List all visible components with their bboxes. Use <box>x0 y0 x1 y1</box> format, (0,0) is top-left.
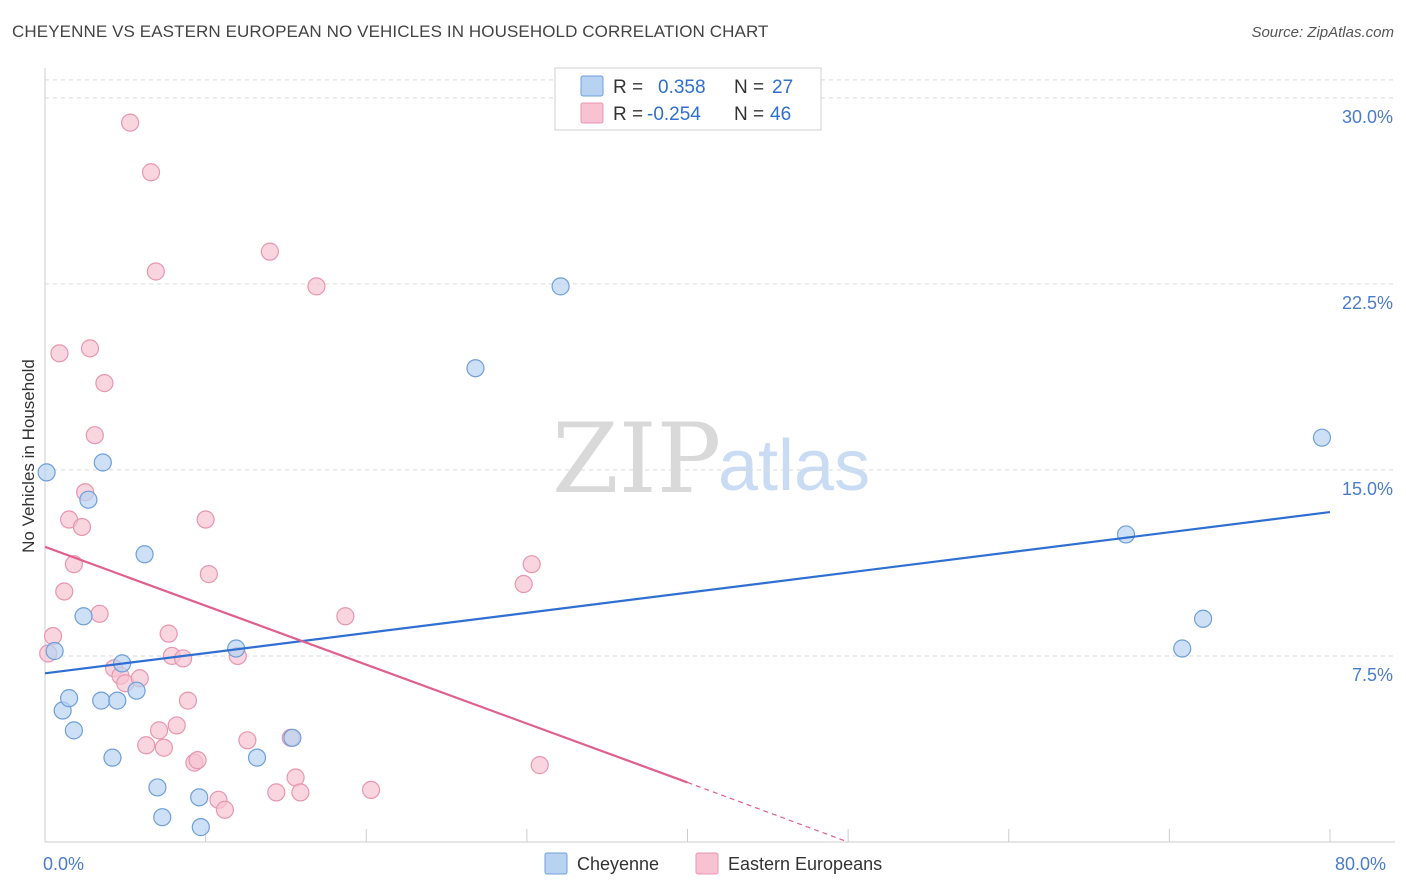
correlation-legend: R = 0.358 N = 27 R = -0.254 N = 46 <box>554 67 822 131</box>
x-tick-label-min: 0.0% <box>43 854 84 874</box>
eastern-europeans-point <box>336 607 355 626</box>
cheyenne-point <box>191 818 210 837</box>
cheyenne-point <box>59 689 79 708</box>
cheyenne-point <box>74 607 93 626</box>
cheyenne-point <box>135 545 154 564</box>
cheyenne-point <box>108 691 127 710</box>
legend-swatch-cheyenne <box>580 75 604 97</box>
eastern-europeans-point <box>85 426 104 445</box>
watermark-zip: ZIP <box>552 403 721 515</box>
eastern-europeans-point <box>72 517 92 537</box>
eastern-europeans-point <box>141 163 161 182</box>
eastern-europeans-point <box>514 574 533 594</box>
trendlines <box>44 510 1331 843</box>
y-tick-label: 30.0% <box>1342 107 1393 127</box>
legend-r-value-1: 0.358 <box>658 77 706 98</box>
eastern-europeans-point <box>50 344 69 363</box>
y-tick-label: 15.0% <box>1342 479 1393 499</box>
eastern-europeans-point <box>178 691 198 710</box>
series-legend-label-cheyenne: Cheyenne <box>577 854 659 874</box>
cheyenne-point <box>466 359 485 378</box>
eastern-europeans-point <box>55 582 74 601</box>
y-tick-label: 22.5% <box>1342 293 1393 313</box>
eastern-europeans-point <box>146 262 165 281</box>
eastern-europeans-point <box>90 604 109 623</box>
eastern-europeans-point <box>196 510 215 529</box>
eastern-europeans-point <box>215 800 234 819</box>
eastern-europeans-point <box>149 721 169 740</box>
cheyenne-point <box>551 277 570 296</box>
cheyenne-point <box>103 748 122 767</box>
eastern-europeans-point <box>267 783 286 802</box>
cheyenne-point <box>45 641 64 661</box>
cheyenne-point <box>1312 428 1332 447</box>
series-legend: Cheyenne Eastern Europeans <box>544 852 882 875</box>
eastern-europeans-trendline <box>44 545 688 784</box>
axes <box>44 68 1395 843</box>
eastern-europeans-point <box>159 624 178 643</box>
eastern-europeans-point <box>260 242 279 261</box>
eastern-europeans-point <box>361 780 381 800</box>
legend-n-label-1: N = <box>734 77 764 98</box>
cheyenne-point <box>153 808 172 827</box>
cheyenne-point <box>79 490 98 509</box>
x-tick-marks <box>205 829 1331 842</box>
eastern-europeans-point <box>238 731 257 750</box>
legend-n-label-2: N = <box>734 104 764 125</box>
chart-title: CHEYENNE VS EASTERN EUROPEAN NO VEHICLES… <box>12 22 769 41</box>
legend-n-value-2: 46 <box>770 104 791 125</box>
eastern-europeans-point <box>154 738 173 757</box>
eastern-europeans-point <box>80 339 100 358</box>
cheyenne-point <box>37 463 56 482</box>
series-legend-label-eastern: Eastern Europeans <box>728 854 882 874</box>
eastern-europeans-point <box>291 783 310 802</box>
eastern-europeans-point <box>95 374 114 393</box>
y-tick-labels: 7.5% 15.0% 22.5% 30.0% <box>1342 107 1393 685</box>
eastern-europeans-point <box>121 113 140 132</box>
source-credit: Source: ZipAtlas.com <box>1251 24 1394 41</box>
cheyenne-point <box>148 778 167 797</box>
cheyenne-point <box>1194 609 1213 628</box>
x-tick-label-max: 80.0% <box>1335 854 1386 874</box>
eastern-europeans-point <box>188 751 207 770</box>
eastern-europeans-point <box>174 649 193 668</box>
cheyenne-point <box>1116 525 1136 544</box>
series-legend-swatch-cheyenne <box>544 852 568 875</box>
legend-r-label-1: R = <box>613 77 643 98</box>
cheyenne-point <box>247 748 267 767</box>
gridlines <box>45 79 1395 657</box>
cheyenne-point <box>1173 639 1192 658</box>
eastern-europeans-point <box>167 716 186 735</box>
cheyenne-points <box>37 277 1332 837</box>
cheyenne-point <box>92 691 111 710</box>
cheyenne-point <box>190 788 209 807</box>
y-tick-label: 7.5% <box>1352 665 1393 685</box>
cheyenne-point <box>283 728 302 747</box>
legend-swatch-eastern <box>580 102 604 124</box>
legend-n-value-1: 27 <box>772 77 793 98</box>
cheyenne-point <box>127 681 146 700</box>
cheyenne-point <box>64 721 84 740</box>
eastern-europeans-point <box>307 277 326 296</box>
cheyenne-trendline <box>44 510 1331 675</box>
y-axis-label: No Vehicles in Household <box>19 359 38 553</box>
eastern-europeans-point <box>137 736 156 755</box>
watermark-atlas: atlas <box>718 426 870 506</box>
series-legend-swatch-eastern <box>695 852 719 875</box>
eastern-europeans-point <box>199 565 218 584</box>
eastern-europeans-point <box>522 555 541 574</box>
cheyenne-point <box>93 453 112 472</box>
eastern-europeans-points <box>39 113 549 819</box>
legend-r-value-2: -0.254 <box>647 104 701 125</box>
eastern-europeans-trendline-extension <box>687 781 849 843</box>
legend-r-label-2: R = <box>613 104 643 125</box>
eastern-europeans-point <box>530 756 549 775</box>
